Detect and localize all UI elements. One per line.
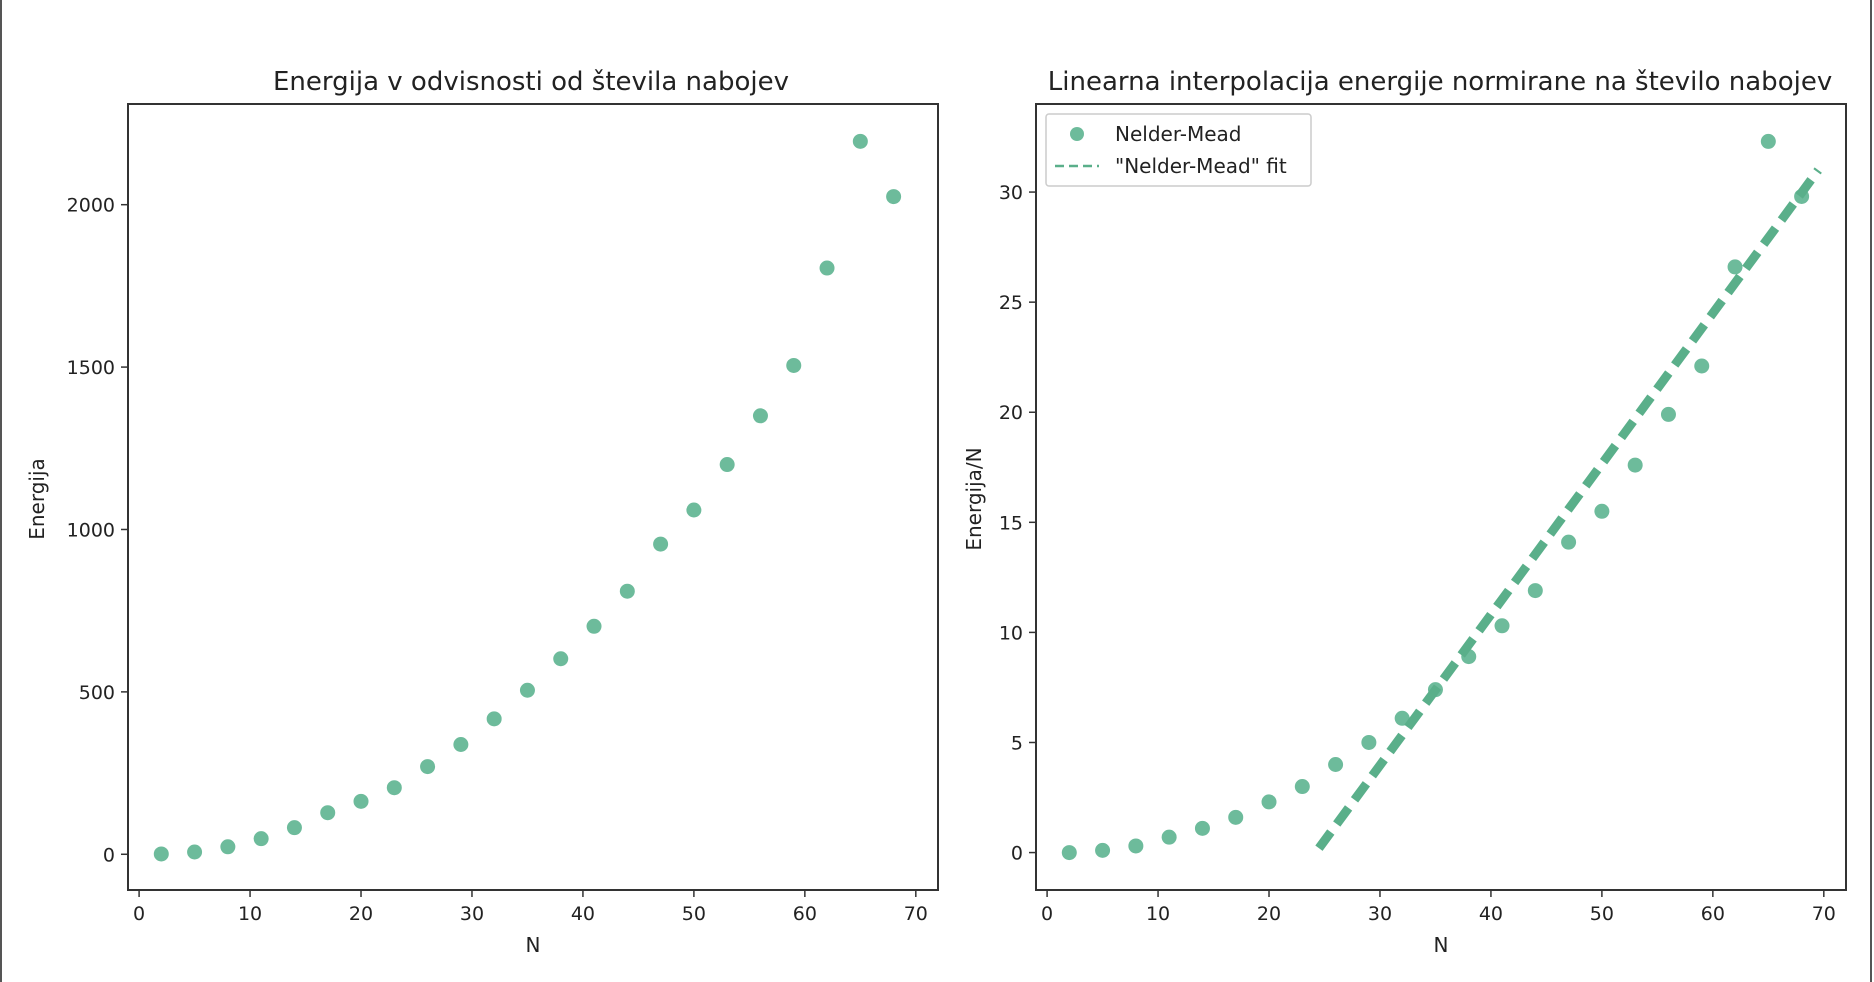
data-point (453, 736, 469, 752)
y-ticks: 0 5 10 15 20 25 30 (999, 182, 1036, 865)
data-point (220, 839, 236, 855)
data-point (1660, 406, 1676, 422)
x-tick-label: 20 (349, 903, 373, 925)
x-tick-label: 30 (460, 903, 484, 925)
y-tick-label: 25 (999, 292, 1023, 314)
y-axis-label: Energija (25, 458, 49, 540)
data-point (153, 846, 169, 862)
chart-energy-per-n: Linearna interpolacija energije normiran… (962, 67, 1847, 957)
data-point (819, 260, 835, 276)
data-point (553, 651, 569, 667)
x-tick-label: 40 (571, 903, 595, 925)
data-point (386, 780, 402, 796)
legend-label-nelder-mead: Nelder-Mead (1115, 122, 1242, 146)
data-point (1627, 457, 1643, 473)
y-tick-label: 20 (999, 402, 1023, 424)
data-point (1161, 829, 1177, 845)
x-tick-label: 50 (1590, 903, 1614, 925)
data-point (653, 536, 669, 552)
legend-box (1045, 113, 1312, 187)
data-point (320, 805, 336, 821)
data-point (519, 682, 535, 698)
x-tick-label: 50 (682, 903, 706, 925)
data-point (752, 408, 768, 424)
y-tick-label: 10 (999, 622, 1023, 644)
data-point (1394, 710, 1410, 726)
data-point (486, 711, 502, 727)
data-point (1561, 534, 1577, 550)
data-point (886, 189, 902, 205)
y-tick-label: 0 (103, 844, 115, 866)
y-axis-label: Energija/N (962, 447, 986, 550)
data-point (353, 793, 369, 809)
data-point (1095, 842, 1111, 858)
legend-label-fit: "Nelder-Mead" fit (1115, 154, 1287, 178)
data-series (1061, 133, 1822, 861)
data-point (1594, 503, 1610, 519)
x-tick-label: 20 (1257, 903, 1281, 925)
data-point (286, 820, 302, 836)
data-point (719, 457, 735, 473)
chart-title: Energija v odvisnosti od števila nabojev (273, 67, 789, 97)
x-tick-label: 70 (904, 903, 928, 925)
x-axis-label: N (1434, 933, 1449, 957)
data-point (786, 357, 802, 373)
y-tick-label: 500 (79, 682, 115, 704)
data-point (1261, 794, 1277, 810)
x-tick-label: 0 (133, 903, 145, 925)
data-point (619, 583, 635, 599)
data-point (1494, 618, 1510, 634)
y-tick-label: 0 (1011, 843, 1023, 865)
y-tick-label: 1000 (67, 519, 115, 541)
x-tick-label: 60 (793, 903, 817, 925)
y-tick-label: 30 (999, 182, 1023, 204)
y-tick-label: 2000 (67, 195, 115, 217)
data-point (1128, 838, 1144, 854)
y-ticks: 0 500 1000 1500 2000 (67, 195, 128, 866)
y-tick-label: 15 (999, 512, 1023, 534)
data-point (586, 618, 602, 634)
data-point (1328, 757, 1344, 773)
data-point (1760, 133, 1776, 149)
data-series (153, 133, 902, 862)
data-point (1228, 809, 1244, 825)
x-tick-label: 30 (1368, 903, 1392, 925)
data-point (1694, 358, 1710, 374)
data-point (1727, 259, 1743, 275)
fit-line (1315, 167, 1822, 851)
x-tick-label: 10 (238, 903, 262, 925)
data-point (1361, 734, 1377, 750)
data-point (420, 759, 436, 775)
legend: Nelder-Mead "Nelder-Mead" fit (1045, 113, 1312, 187)
data-point (1294, 779, 1310, 795)
data-point (852, 133, 868, 149)
data-point (1194, 820, 1210, 836)
plot-area (1035, 103, 1847, 891)
x-tick-label: 10 (1146, 903, 1170, 925)
chart-energy: Energija v odvisnosti od števila nabojev… (25, 67, 939, 957)
x-ticks: 0 10 20 30 40 50 60 70 (1041, 890, 1836, 925)
y-tick-label: 1500 (67, 357, 115, 379)
y-tick-label: 5 (1011, 732, 1023, 754)
data-point (253, 831, 269, 847)
data-point (1527, 583, 1543, 599)
data-point (187, 844, 203, 860)
x-ticks: 0 10 20 30 40 50 60 70 (133, 890, 928, 925)
x-tick-label: 70 (1812, 903, 1836, 925)
chart-title: Linearna interpolacija energije normiran… (1048, 67, 1832, 97)
x-tick-label: 60 (1701, 903, 1725, 925)
x-tick-label: 40 (1479, 903, 1503, 925)
legend-marker-nelder-mead (1070, 127, 1084, 141)
plot-area (127, 103, 939, 891)
data-point (1061, 845, 1077, 861)
data-point (686, 502, 702, 518)
x-axis-label: N (526, 933, 541, 957)
x-tick-label: 0 (1041, 903, 1053, 925)
